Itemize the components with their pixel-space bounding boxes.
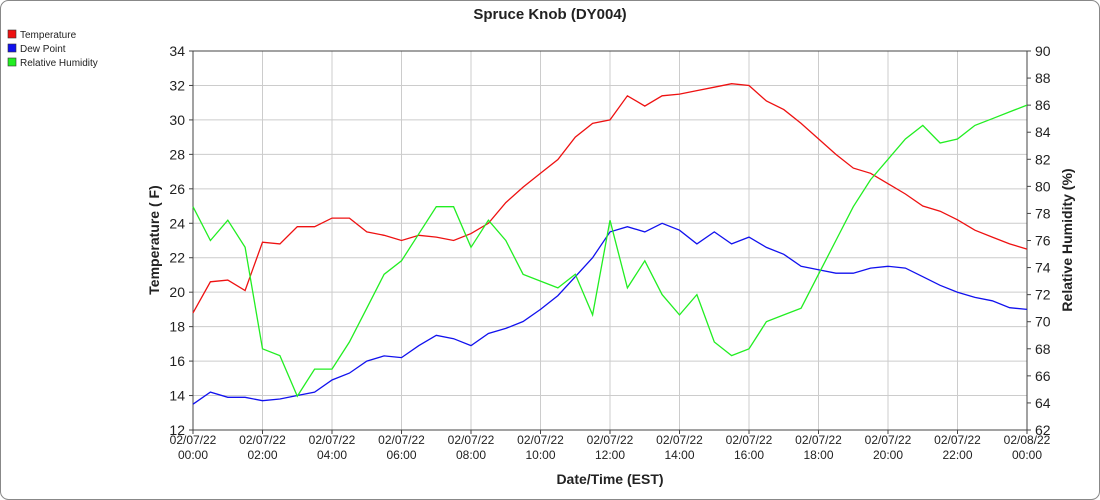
- y-tick-label: 14: [169, 388, 185, 404]
- x-tick-label: 02/07/22 14:00: [656, 433, 703, 462]
- x-tick-label: 02/07/22 00:00: [170, 433, 217, 462]
- x-tick-label: 02/07/22 18:00: [795, 433, 842, 462]
- x-tick-label: 02/07/22 02:00: [239, 433, 286, 462]
- x-tick-label: 02/07/22 04:00: [309, 433, 356, 462]
- y2-tick-label: 78: [1035, 205, 1051, 221]
- y2-tick-label: 74: [1035, 260, 1051, 276]
- y-tick-label: 16: [169, 353, 185, 369]
- legend-swatch: [7, 29, 17, 39]
- y2-tick-label: 62: [1035, 422, 1051, 438]
- y-tick-label: 20: [169, 284, 185, 300]
- y-tick-label: 30: [169, 112, 185, 128]
- y-tick-label: 28: [169, 146, 185, 162]
- y2-tick-label: 80: [1035, 178, 1051, 194]
- y2-axis-title: Relative Humidity (%): [1059, 168, 1075, 311]
- x-tick-label: 02/07/22 16:00: [726, 433, 773, 462]
- y-tick-label: 34: [169, 43, 185, 59]
- legend-label: Temperature: [20, 30, 77, 41]
- x-tick-label: 02/07/22 06:00: [378, 433, 425, 462]
- y2-tick-label: 64: [1035, 395, 1051, 411]
- y2-tick-label: 84: [1035, 124, 1051, 140]
- legend-swatch: [7, 57, 17, 67]
- y2-tick-label: 88: [1035, 70, 1051, 86]
- x-tick-label: 02/07/22 12:00: [587, 433, 634, 462]
- legend-label: Dew Point: [20, 44, 66, 55]
- legend: Temperature Dew Point Relative Humidity: [7, 29, 98, 69]
- y2-tick-label: 72: [1035, 287, 1051, 303]
- plot-border: [192, 50, 1028, 431]
- y-tick-label: 18: [169, 319, 185, 335]
- y-tick-label: 24: [169, 215, 185, 231]
- series-line: [192, 83, 1028, 314]
- y2-tick-label: 76: [1035, 233, 1051, 249]
- y2-tick-label: 86: [1035, 97, 1051, 113]
- series-line: [192, 222, 1028, 405]
- x-tick-label: 02/08/22 00:00: [1004, 433, 1051, 462]
- chart-title: Spruce Knob (DY004): [473, 6, 626, 23]
- x-tick-label: 02/07/22 22:00: [934, 433, 981, 462]
- x-tick-label: 02/07/22 10:00: [517, 433, 564, 462]
- series-line: [192, 104, 1028, 398]
- y-axis-title: Temperature ( F): [146, 185, 162, 294]
- x-tick-label: 02/07/22 08:00: [448, 433, 495, 462]
- y2-tick-label: 68: [1035, 341, 1051, 357]
- y-tick-label: 26: [169, 181, 185, 197]
- y2-tick-label: 82: [1035, 151, 1051, 167]
- y-tick-label: 32: [169, 77, 185, 93]
- x-tick-label: 02/07/22 20:00: [865, 433, 912, 462]
- y2-tick-label: 66: [1035, 368, 1051, 384]
- y2-tick-label: 90: [1035, 43, 1051, 59]
- y2-tick-label: 70: [1035, 314, 1051, 330]
- y-tick-label: 12: [169, 422, 185, 438]
- x-axis-title: Date/Time (EST): [556, 471, 663, 487]
- legend-swatch: [7, 43, 17, 53]
- y-tick-label: 22: [169, 250, 185, 266]
- legend-label: Relative Humidity: [20, 58, 98, 69]
